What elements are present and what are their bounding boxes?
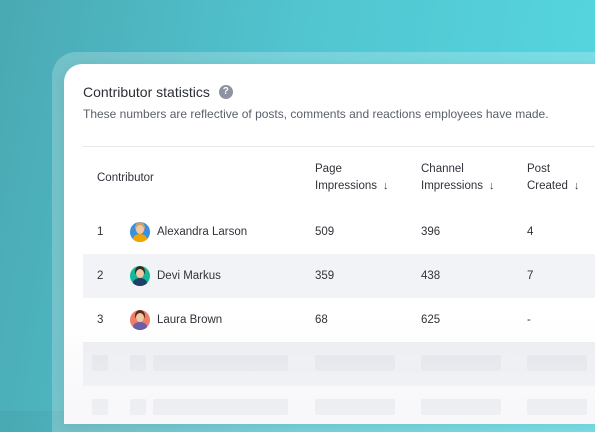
avatar [130,222,150,242]
skeleton-block [315,399,395,415]
skeleton-block [130,399,146,415]
column-header-line: Post [527,163,551,175]
column-header-line: Impressions [315,180,377,192]
contributor-name[interactable]: Laura Brown [157,314,223,326]
column-header-line: Channel [421,163,464,175]
rank: 3 [97,314,104,326]
card-header: Contributor statistics ? These numbers a… [83,84,595,121]
channel-impressions-value: 625 [421,314,441,326]
contributor-cell: Laura Brown [130,298,222,342]
sort-arrow-down-icon[interactable]: ↓ [489,180,495,192]
page-impressions-value: 509 [315,226,335,238]
column-header-label: Contributor [97,172,154,184]
channel-impressions-value: 396 [421,226,441,238]
table-row[interactable]: 2 Devi Markus 359 438 7 [83,254,595,298]
avatar [130,310,150,330]
rank: 1 [97,226,104,238]
skeleton-block [315,355,395,371]
contributor-name[interactable]: Devi Markus [157,270,221,282]
channel-impressions-value: 438 [421,270,441,282]
page-impressions-value: 359 [315,270,335,282]
column-header-line: Page [315,163,342,175]
column-header-post-created[interactable]: Post Created ↓ [527,161,579,195]
sort-arrow-down-icon[interactable]: ↓ [383,180,389,192]
column-header-contributor[interactable]: Contributor [97,170,154,187]
skeleton-block [527,399,587,415]
skeleton-block [153,399,288,415]
skeleton-row [83,386,595,424]
post-created-value: - [527,314,531,326]
title-row: Contributor statistics ? [83,84,595,100]
skeleton-row [83,342,595,386]
contributor-cell: Alexandra Larson [130,210,247,254]
contributor-name[interactable]: Alexandra Larson [157,226,248,238]
post-created-value: 4 [527,226,534,238]
skeleton-block [527,355,587,371]
table-header-row: Contributor Page Impressions ↓ Channel Im… [83,146,595,211]
column-header-page-impressions[interactable]: Page Impressions ↓ [315,161,389,195]
post-created-value: 7 [527,270,534,282]
skeleton-block [92,355,108,371]
contributor-table: Contributor Page Impressions ↓ Channel Im… [83,146,595,415]
help-icon[interactable]: ? [218,85,233,99]
card-subtitle: These numbers are reflective of posts, c… [83,107,549,121]
rank: 2 [97,270,104,282]
page-impressions-value: 68 [315,314,328,326]
column-header-channel-impressions[interactable]: Channel Impressions ↓ [421,161,495,195]
table-row[interactable]: 3 Laura Brown 68 625 - [83,298,595,342]
skeleton-block [153,355,288,371]
skeleton-block [421,399,501,415]
card-title: Contributor statistics [83,84,210,100]
skeleton-block [130,355,146,371]
contributor-cell: Devi Markus [130,254,221,298]
contributor-statistics-card: Contributor statistics ? These numbers a… [64,64,595,424]
column-header-line: Impressions [421,180,483,192]
avatar [130,266,150,286]
table-row[interactable]: 1 Alexandra Larson 509 396 4 [83,210,595,254]
column-header-line: Created [527,180,568,192]
sort-arrow-down-icon[interactable]: ↓ [573,180,580,192]
skeleton-block [92,399,108,415]
skeleton-block [421,355,501,371]
